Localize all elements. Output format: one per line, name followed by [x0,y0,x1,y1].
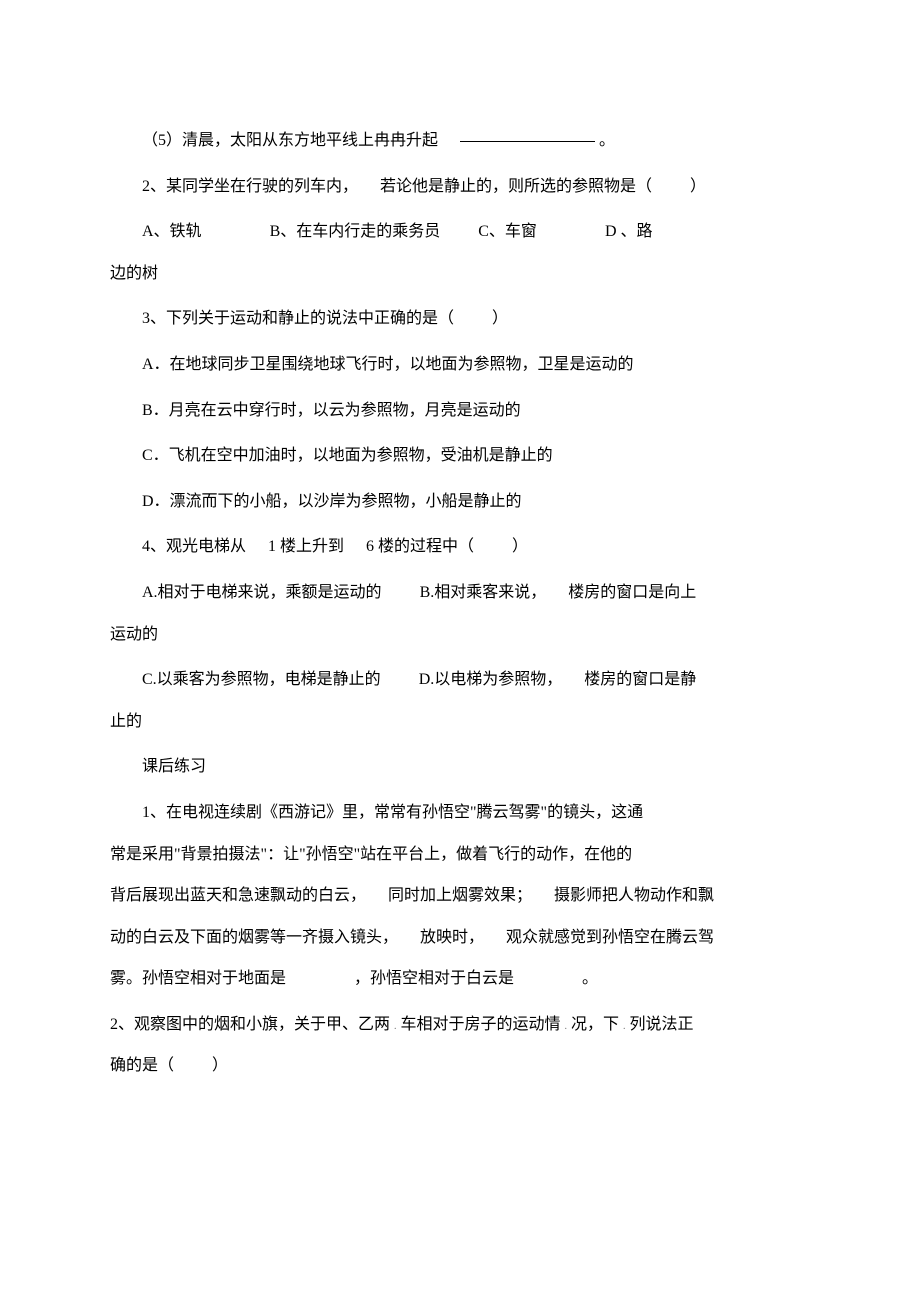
q3-option-d[interactable]: D．漂流而下的小船，以沙岸为参照物，小船是静止的 [142,493,522,510]
q4-option-d-cont2: 止的 [110,713,142,730]
q4-stem-c: 6 楼的过程中（ [366,538,474,555]
p1-line-d: 动的白云及下面的烟雾等一齐摄入镜头， [110,929,398,946]
post-exercise-header: 课后练习 [142,758,206,775]
period: 。 [599,132,615,149]
p1-line-e3: 。 [582,970,598,987]
p2-line-a3: 况，下 [571,1016,619,1033]
q3-option-a[interactable]: A．在地球同步卫星围绕地球飞行时，以地面为参照物，卫星是运动的 [142,356,634,373]
p1-line-b: 常是采用"背景拍摄法"：让"孙悟空"站在平台上，做着飞行的动作，在他的 [110,846,632,863]
q2-paren-close: ） [690,178,706,195]
q3-paren-close: ） [492,310,508,327]
q4-option-b[interactable]: B.相对乘客来说， [420,584,547,601]
q4-option-d[interactable]: D.以电梯为参照物， [419,671,563,688]
p1-line-d3: 观众就感觉到孙悟空在腾云驾 [506,929,714,946]
p2-line-b: 确的是（ [110,1057,174,1074]
q5-text: （5）清晨，太阳从东方地平线上冉冉升起 [142,132,438,149]
q2-option-c[interactable]: C、车窗 [478,223,537,240]
q2-option-b[interactable]: B、在车内行走的乘务员 [270,223,441,240]
p1-line-e2: ，孙悟空相对于白云是 [354,970,514,987]
q2-option-d-cont: 边的树 [110,265,158,282]
q4-option-b-cont: 楼房的窗口是向上 [568,584,696,601]
q3-option-b[interactable]: B．月亮在云中穿行时，以云为参照物，月亮是运动的 [142,402,521,419]
q4-paren-close: ） [512,538,528,555]
blank-fill[interactable] [460,141,595,142]
dot-icon: . [394,1021,397,1032]
p2-line-a2: 车相对于房子的运动情 [401,1016,561,1033]
q3-option-c[interactable]: C．飞机在空中加油时，以地面为参照物，受油机是静止的 [142,447,553,464]
dot-icon: . [623,1021,626,1032]
q2-option-d[interactable]: D 、路 [605,223,653,240]
q2-stem-a: 2、某同学坐在行驶的列车内， [142,178,358,195]
q4-option-c[interactable]: C.以乘客为参照物，电梯是静止的 [142,671,381,688]
q4-option-a[interactable]: A.相对于电梯来说，乘额是运动的 [142,584,382,601]
p1-line-d2: 放映时， [420,929,484,946]
p1-line-c3: 摄影师把人物动作和飘 [554,887,714,904]
q2-option-a[interactable]: A、铁轨 [142,223,202,240]
q4-stem-b: 1 楼上升到 [268,538,344,555]
q2-stem-b: 若论他是静止的，则所选的参照物是（ [380,178,652,195]
q3-stem: 3、下列关于运动和静止的说法中正确的是（ [142,310,454,327]
dot-icon: . [565,1021,568,1032]
p2-line-a: 2、观察图中的烟和小旗，关于甲、乙两 [110,1016,390,1033]
p1-line-c2: 同时加上烟雾效果； [388,887,532,904]
q4-option-d-cont: 楼房的窗口是静 [584,671,696,688]
p1-line-c: 背后展现出蓝天和急速飘动的白云， [110,887,366,904]
q4-stem-a: 4、观光电梯从 [142,538,246,555]
p1-line-e: 雾。孙悟空相对于地面是 [110,970,286,987]
p2-line-a4: 列说法正 [630,1016,694,1033]
q4-option-b-cont2: 运动的 [110,626,158,643]
p2-paren-close: ） [212,1057,228,1074]
p1-line-a: 1、在电视连续剧《西游记》里，常常有孙悟空"腾云驾雾"的镜头，这通 [142,804,643,821]
